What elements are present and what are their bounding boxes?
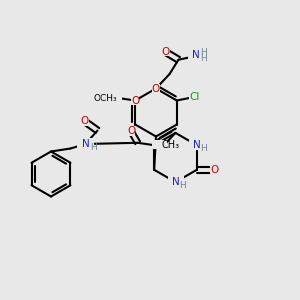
Text: Cl: Cl bbox=[190, 92, 200, 103]
Text: O: O bbox=[81, 116, 89, 127]
Text: H: H bbox=[200, 54, 207, 63]
Text: N: N bbox=[193, 140, 201, 150]
FancyBboxPatch shape bbox=[162, 48, 170, 56]
Text: N: N bbox=[82, 139, 89, 149]
FancyBboxPatch shape bbox=[77, 138, 94, 150]
Text: H: H bbox=[200, 144, 207, 153]
Text: O: O bbox=[152, 83, 160, 94]
FancyBboxPatch shape bbox=[188, 50, 206, 61]
Text: N: N bbox=[192, 50, 200, 60]
FancyBboxPatch shape bbox=[210, 165, 219, 174]
FancyBboxPatch shape bbox=[152, 84, 160, 92]
FancyBboxPatch shape bbox=[105, 94, 122, 103]
Text: O: O bbox=[131, 95, 139, 106]
Text: H: H bbox=[90, 143, 96, 152]
FancyBboxPatch shape bbox=[189, 139, 205, 150]
FancyBboxPatch shape bbox=[168, 176, 184, 188]
Text: O: O bbox=[127, 126, 135, 136]
Text: H: H bbox=[200, 48, 207, 57]
Text: H: H bbox=[179, 181, 185, 190]
Text: O: O bbox=[210, 165, 218, 175]
Text: OCH₃: OCH₃ bbox=[94, 94, 117, 103]
FancyBboxPatch shape bbox=[189, 93, 201, 102]
FancyBboxPatch shape bbox=[80, 117, 89, 126]
FancyBboxPatch shape bbox=[131, 96, 140, 105]
FancyBboxPatch shape bbox=[127, 127, 135, 136]
FancyBboxPatch shape bbox=[152, 140, 167, 149]
Text: O: O bbox=[162, 47, 170, 57]
Text: N: N bbox=[172, 177, 179, 187]
Text: CH₃: CH₃ bbox=[162, 140, 180, 150]
